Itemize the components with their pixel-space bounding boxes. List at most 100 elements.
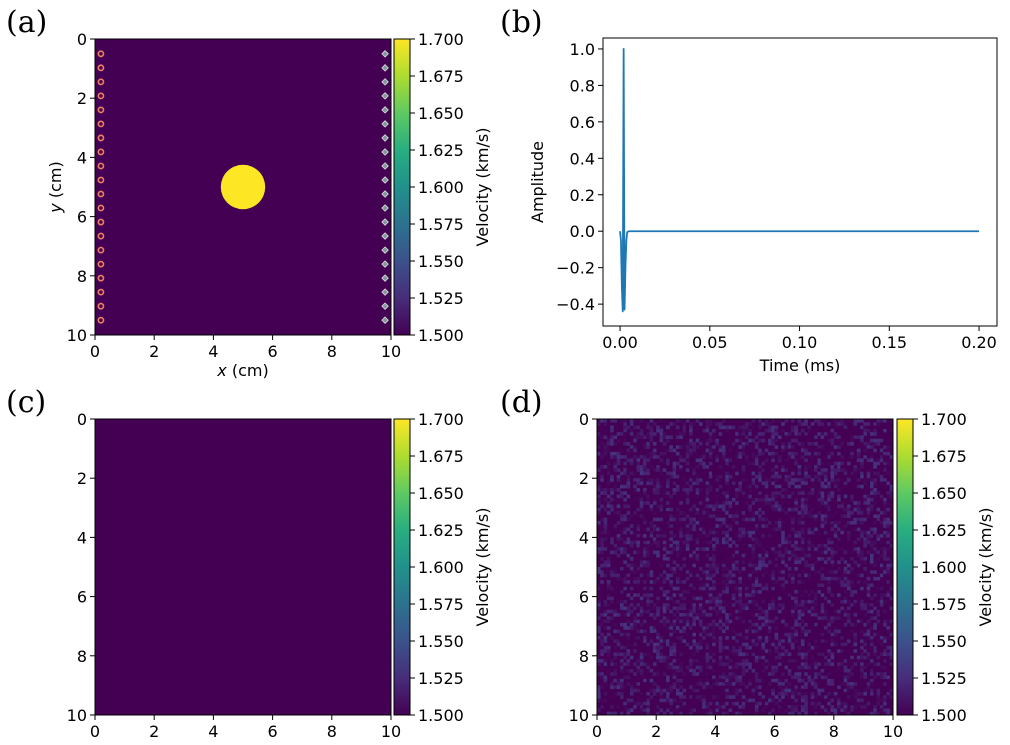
receiver-marker [381, 78, 389, 86]
x-tick-label: 0.00 [602, 333, 638, 352]
receiver-marker [381, 260, 389, 268]
colorbar-label: Velocity (km/s) [473, 128, 492, 247]
colorbar [896, 418, 914, 716]
x-tick-label: 0.20 [961, 333, 997, 352]
colorbar-tick-label: 1.575 [921, 595, 967, 614]
x-tick-label: 10 [381, 722, 401, 741]
colorbar-tick-label: 1.550 [418, 252, 464, 271]
colorbar-tick-label: 1.550 [921, 632, 967, 651]
receiver-marker [381, 288, 389, 296]
colorbar-tick-label: 1.575 [418, 215, 464, 234]
colorbar-tick-label: 1.625 [921, 521, 967, 540]
x-axis-label: x (cm) [216, 361, 268, 380]
source-marker [97, 274, 105, 282]
y-tick-label: 6 [77, 208, 87, 227]
x-tick-label: 2 [651, 722, 661, 741]
axes-frame [94, 38, 392, 336]
panel-b-source-wavelet: 0.00 0.05 0.10 0.15 0.20 1.0 0.8 0.6 0.4 0.2 0.0 −0… [528, 37, 998, 375]
x-tick-label: 4 [208, 722, 218, 741]
source-marker [97, 78, 105, 86]
source-marker [97, 302, 105, 310]
y-tick-label: 2 [77, 89, 87, 108]
source-marker [97, 50, 105, 58]
y-tick-label: 10 [569, 706, 589, 725]
receiver-marker [381, 232, 389, 240]
x-tick-label: 0.10 [782, 333, 818, 352]
x-tick-label: 0 [90, 342, 100, 361]
x-tick-label: 2 [149, 342, 159, 361]
x-tick-label: 8 [829, 722, 839, 741]
y-tick-label: 0.0 [570, 222, 595, 241]
x-tick-label: 6 [268, 342, 278, 361]
source-marker [97, 148, 105, 156]
y-tick-label: 0.6 [570, 113, 595, 132]
x-tick-label: 0 [90, 722, 100, 741]
source-marker [97, 288, 105, 296]
y-tick-label: 10 [67, 706, 87, 725]
source-marker [97, 120, 105, 128]
receiver-marker [381, 274, 389, 282]
colorbar-tick-label: 1.675 [418, 447, 464, 466]
receiver-marker [381, 190, 389, 198]
y-axis-label: y (cm) [46, 161, 65, 213]
y-axis-label-var: y [46, 203, 65, 214]
y-tick-label: 4 [579, 528, 589, 547]
colorbar-tick-label: 1.700 [921, 410, 967, 429]
y-tick-label: 0.2 [570, 186, 595, 205]
receiver-marker [381, 218, 389, 226]
y-tick-label: 4 [77, 528, 87, 547]
colorbar-label: Velocity (km/s) [473, 508, 492, 627]
x-axis-label: Time (ms) [759, 356, 841, 375]
source-marker [97, 134, 105, 142]
receiver-marker [381, 134, 389, 142]
axes-frame [596, 418, 894, 716]
axes-frame [602, 37, 998, 327]
y-tick-label: 8 [77, 267, 87, 286]
colorbar [393, 418, 411, 716]
colorbar-tick-label: 1.525 [921, 669, 967, 688]
y-tick-label: 8 [579, 647, 589, 666]
colorbar-tick-label: 1.625 [418, 141, 464, 160]
x-tick-label: 4 [208, 342, 218, 361]
x-axis-label-unit: (cm) [227, 361, 269, 380]
colorbar-tick-label: 1.650 [418, 484, 464, 503]
receiver-marker [381, 204, 389, 212]
colorbar-tick-label: 1.500 [418, 326, 464, 345]
receiver-marker [381, 106, 389, 114]
x-axis-label-var: x [216, 361, 227, 380]
source-marker [97, 316, 105, 324]
colorbar-tick-label: 1.500 [418, 706, 464, 725]
y-tick-label: 2 [77, 469, 87, 488]
y-tick-label: 0 [77, 30, 87, 49]
source-marker [97, 106, 105, 114]
source-marker [97, 204, 105, 212]
colorbar-tick-label: 1.600 [921, 558, 967, 577]
receiver-marker [381, 316, 389, 324]
colorbar-tick-label: 1.650 [921, 484, 967, 503]
y-tick-label: 6 [77, 588, 87, 607]
panel-label-d: (d) [500, 385, 543, 420]
y-tick-label: 0 [77, 410, 87, 429]
x-tick-label: 8 [327, 342, 337, 361]
velocity-field [95, 419, 391, 715]
x-tick-label: 2 [149, 722, 159, 741]
x-tick-label: 6 [770, 722, 780, 741]
y-tick-label: 8 [77, 647, 87, 666]
y-tick-label: −0.2 [556, 259, 595, 278]
x-tick-label: 8 [327, 722, 337, 741]
source-marker [97, 218, 105, 226]
receiver-marker [381, 176, 389, 184]
x-tick-label: 6 [268, 722, 278, 741]
colorbar-tick-label: 1.500 [921, 706, 967, 725]
colorbar-tick-label: 1.600 [418, 178, 464, 197]
receiver-marker [381, 162, 389, 170]
y-tick-label: 0.4 [570, 149, 595, 168]
source-marker [97, 176, 105, 184]
source-marker [97, 260, 105, 268]
axes-frame [94, 418, 392, 716]
source-marker [97, 190, 105, 198]
y-tick-label: 2 [579, 469, 589, 488]
x-tick-label: 0.15 [871, 333, 907, 352]
